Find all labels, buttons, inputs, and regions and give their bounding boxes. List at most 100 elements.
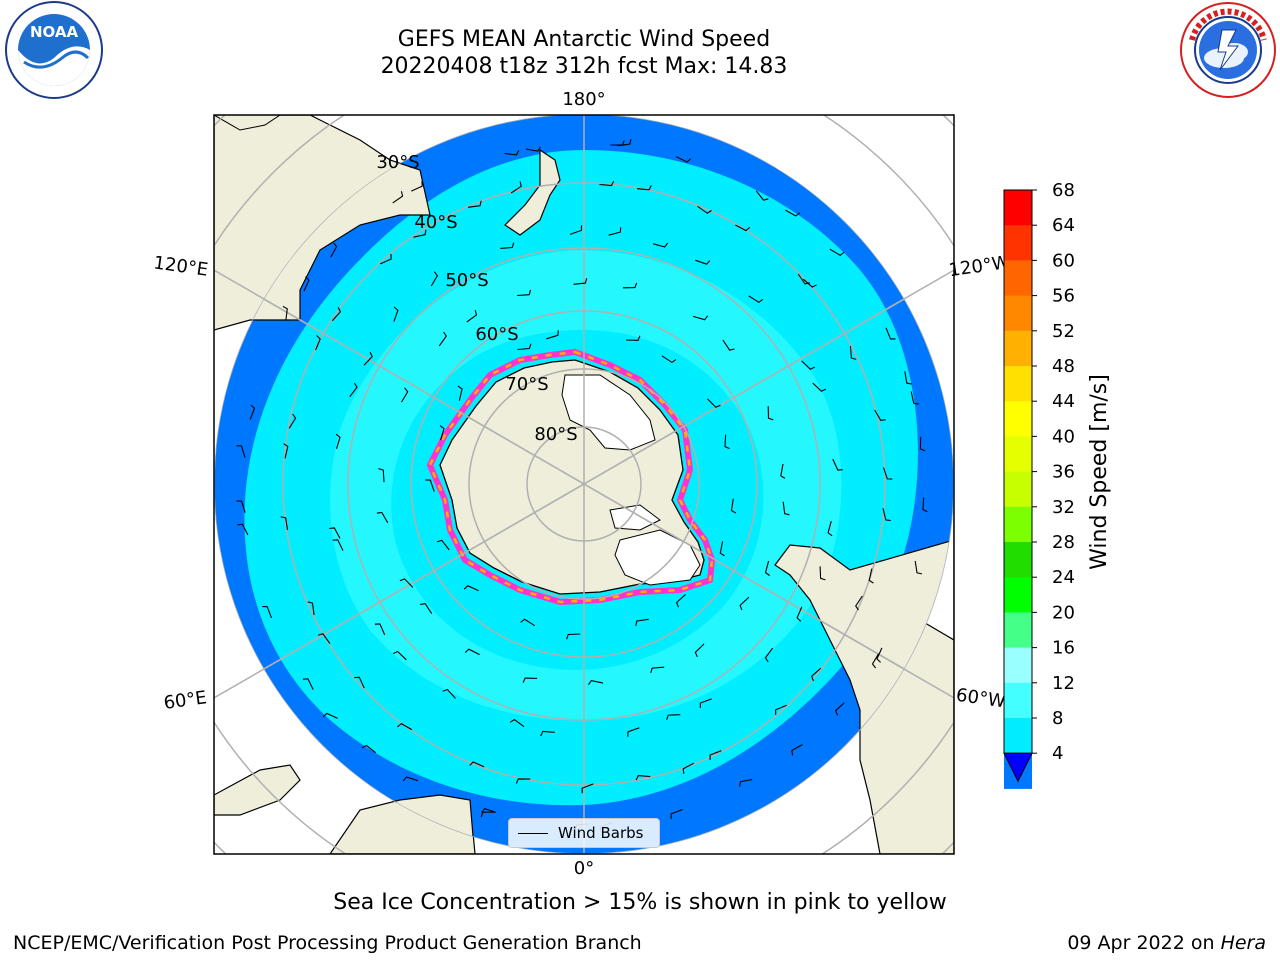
chart-subtitle: 20220408 t18z 312h fcst Max: 14.83: [380, 54, 788, 79]
wind-barb: [650, 666, 665, 674]
wind-barbs: [236, 139, 928, 832]
lat-label-30s: 30°S: [376, 152, 419, 173]
noaa-logo-text: NOAA: [30, 23, 79, 41]
lat-label-50s: 50°S: [445, 270, 488, 291]
wind-barb: [801, 360, 816, 370]
colorbar: 68 64 60 56 52 48 44 40 36 32 28 24 20 16 12 8 4: [1003, 180, 1075, 789]
wind-barb: [413, 229, 427, 238]
wind-barbs-legend: Wind Barbs: [508, 818, 660, 848]
wind-barb: [436, 539, 450, 551]
wind-barb: [849, 345, 857, 360]
wind-barb: [802, 278, 817, 288]
wind-barb: [330, 242, 338, 258]
colorbar-segment: [1004, 506, 1032, 543]
wind-barb: [724, 434, 730, 450]
wind-barb: [722, 339, 735, 351]
colorbar-segment: [1004, 366, 1032, 402]
wind-barb: [692, 315, 709, 321]
colorbar-tick-label: 60: [1052, 250, 1075, 271]
wind-barb: [637, 185, 652, 191]
wind-barb: [922, 497, 928, 513]
wind-barb: [349, 382, 358, 398]
wind-barb: [517, 343, 532, 351]
lon-label-60w: 60°W: [955, 685, 1007, 713]
lon-label-120w: 120°W: [947, 252, 1011, 281]
wind-barb: [588, 679, 604, 686]
wind-barb: [914, 560, 923, 575]
colorbar-segment: [1004, 260, 1032, 297]
colorbar-segment: [1004, 612, 1032, 649]
wind-barb: [329, 527, 341, 539]
wind-barb: [303, 276, 310, 292]
lat-label-40s: 40°S: [414, 212, 457, 233]
colorbar-segment: [1004, 225, 1032, 261]
wind-barb: [504, 150, 520, 156]
wind-barb: [882, 467, 893, 480]
wind-barb: [871, 653, 880, 669]
wind-barb: [882, 508, 891, 522]
wind-barb: [540, 730, 555, 737]
wind-barb: [919, 436, 926, 452]
wind-barb: [392, 650, 407, 661]
wind-barb: [317, 633, 331, 644]
wind-barb: [827, 521, 833, 537]
wind-barb: [331, 307, 342, 322]
colorbar-tick-label: 20: [1052, 602, 1075, 623]
wind-barb: [515, 778, 531, 784]
lon-label-0: 0°: [574, 858, 594, 879]
wind-barb: [780, 463, 786, 479]
wind-barb: [739, 596, 750, 611]
colorbar-tick-label: 44: [1052, 391, 1075, 412]
wind-barb: [392, 191, 404, 204]
wind-barb: [457, 385, 463, 401]
wind-barb: [904, 371, 912, 385]
wind-barb: [439, 425, 445, 441]
footer-credit: NCEP/EMC/Verification Post Processing Pr…: [13, 932, 642, 954]
wind-barb: [249, 404, 256, 420]
wind-barb: [262, 606, 273, 619]
wind-barb: [517, 289, 532, 297]
wind-barb: [354, 676, 365, 689]
wind-barb: [764, 647, 774, 663]
wind-barb: [764, 560, 770, 576]
wind-barb: [315, 335, 321, 351]
colorbar-tick-label: 32: [1052, 497, 1075, 518]
wind-barb: [522, 677, 538, 683]
wind-barb: [811, 667, 822, 682]
colorbar-segment: [1004, 295, 1032, 332]
wind-barb: [910, 391, 919, 405]
colorbar-segment: [1004, 682, 1032, 719]
colorbar-tick-label: 64: [1052, 215, 1075, 236]
map-frame-content: [214, 115, 954, 854]
wind-barb: [463, 585, 479, 592]
wind-barb: [525, 146, 541, 152]
lat-label-60s: 60°S: [475, 324, 518, 345]
colorbar-tick-label: 28: [1052, 532, 1075, 553]
colorbar-segment: [1004, 647, 1032, 684]
wind-barb: [573, 278, 588, 285]
wind-barb: [569, 225, 583, 235]
wind-barb: [661, 355, 677, 364]
wind-barb: [834, 702, 845, 716]
wind-barb: [832, 458, 843, 471]
wind-barb: [520, 618, 536, 627]
wind-barb: [719, 541, 725, 557]
wind-barb: [335, 433, 341, 449]
wind-barb: [695, 259, 711, 265]
noaa-logo: NOAA: [5, 1, 103, 99]
colorbar-segment: [1004, 190, 1032, 226]
wind-barb: [379, 253, 392, 265]
wind-barb: [464, 648, 480, 656]
nws-logo: [1180, 2, 1276, 98]
wind-barb: [767, 406, 774, 421]
wind-barb: [699, 698, 712, 709]
wind-barb: [237, 523, 249, 536]
wind-barb: [280, 516, 289, 530]
wind-barb: [625, 335, 641, 341]
wind-barb: [635, 775, 651, 781]
wind-barb: [868, 568, 874, 584]
wind-barb: [682, 762, 695, 774]
colorbar-segment: [1004, 718, 1032, 754]
wind-barb: [782, 501, 790, 516]
